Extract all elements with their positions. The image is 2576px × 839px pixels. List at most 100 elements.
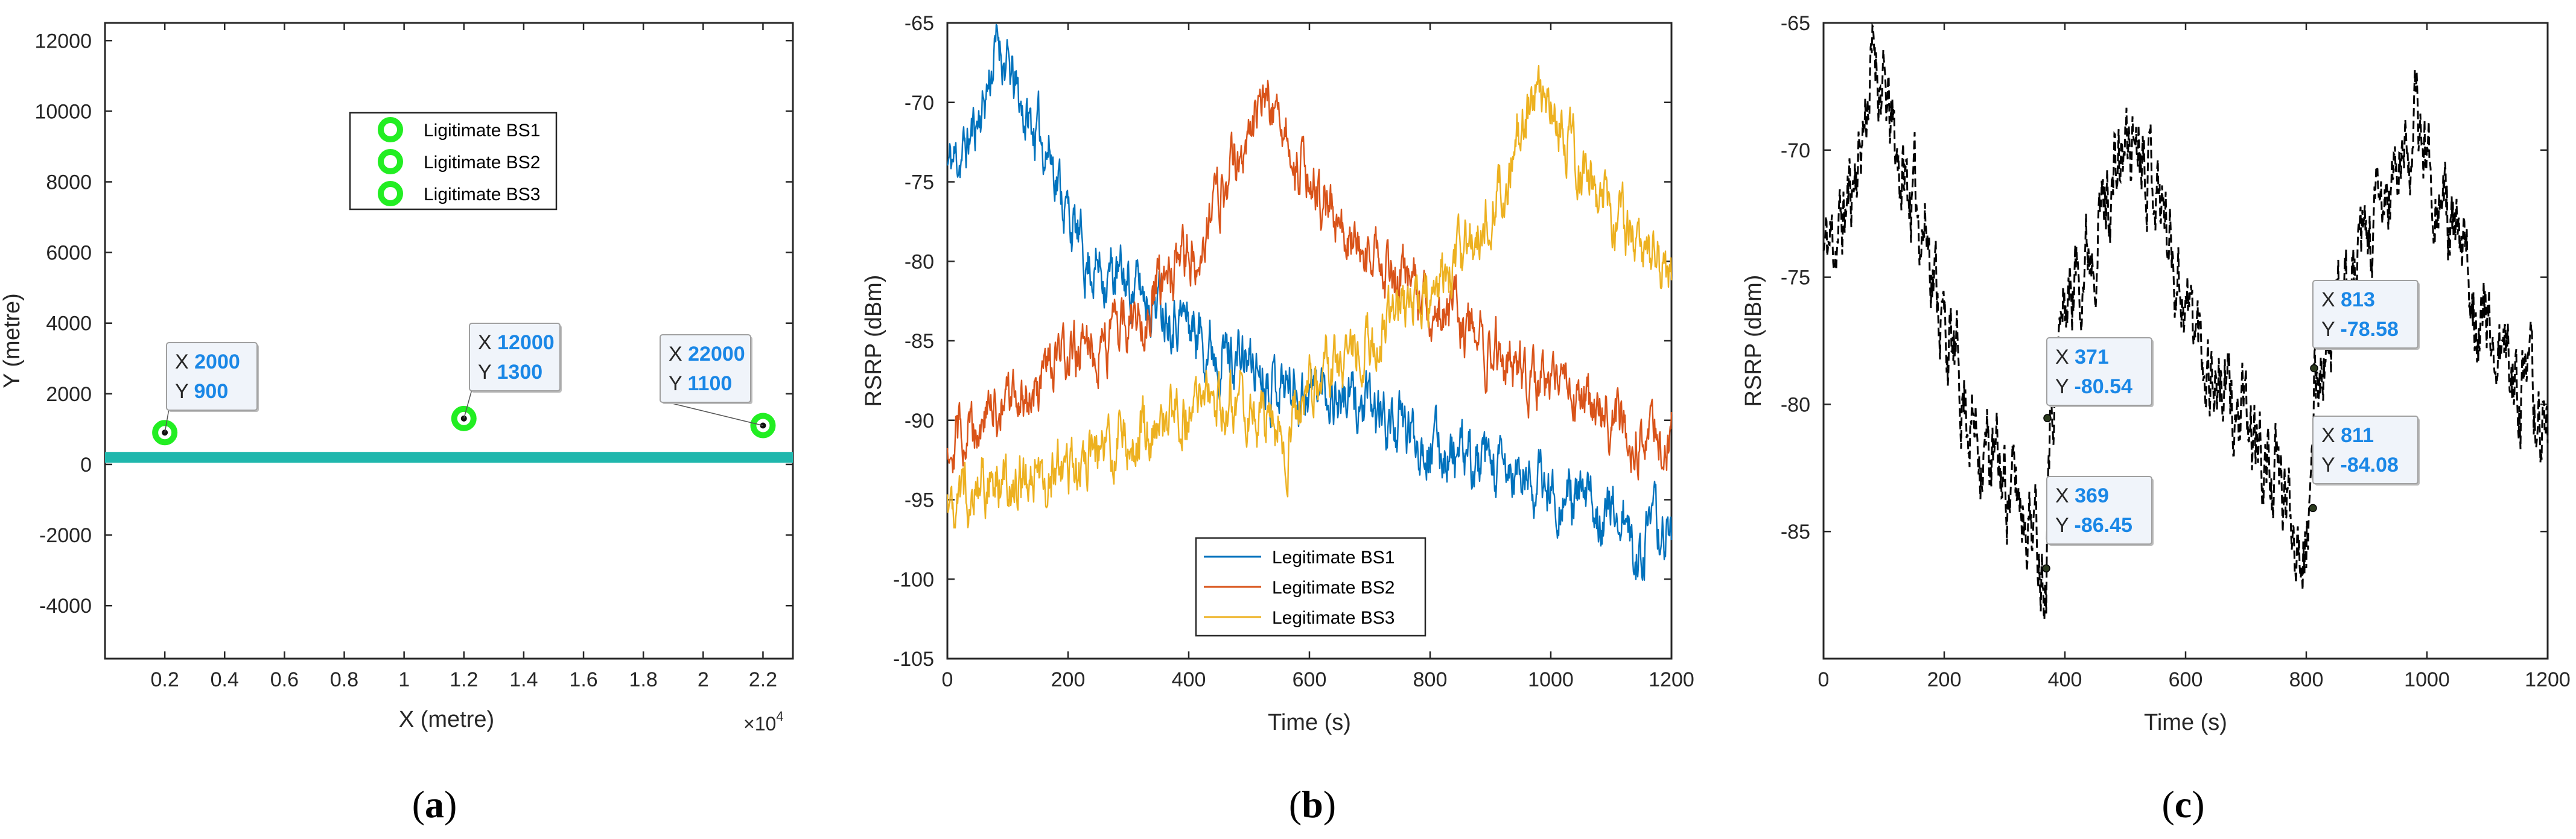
legend-marker-bs1 [378,117,403,142]
panel-c-y-tick-label: -85 [1781,521,1810,543]
datatip-point[interactable] [2309,504,2317,513]
datatip-c-4[interactable]: X 811 Y -84.08 [2312,416,2420,486]
datatip-c-1[interactable]: X 371 Y -80.54 [2046,337,2154,407]
panel-a-legend: Ligitimate BS1 Ligitimate BS2 Ligitimate… [349,112,558,211]
panel-b-y-tick-label: -80 [905,250,934,273]
panel-a-x-tick-label: 2 [698,668,709,691]
panel-a-y-tick-label: 10000 [34,100,92,123]
panel-c-y-tick-label: -80 [1781,393,1810,416]
series-line-bs2 [946,80,1673,481]
panel-a-y-tick-label: 4000 [46,312,92,335]
panel-c-x-tick-label: 800 [2289,668,2324,691]
legend-label-bs1: Legitimate BS1 [1272,548,1395,568]
panel-c-x-tick-label: 600 [2169,668,2203,691]
panel-a-x-tick-label: 0.2 [150,668,179,691]
datatip-y-line: Y 1300 [478,361,542,384]
datatip-box [2312,416,2419,484]
panel-c-x-tick-label: 400 [2048,668,2082,691]
datatip-y-line: Y -84.08 [2321,454,2399,476]
legend-label-bs3: Ligitimate BS3 [424,185,540,204]
datatip-x-line: X 813 [2321,288,2375,311]
panel-c-y-tick-label: -65 [1781,12,1810,35]
panel-b-x-tick-label: 600 [1293,668,1327,691]
panel-b-y-tick-label: -100 [893,568,934,591]
panel-a-x-exponent: ×104 [743,709,784,735]
panel-a-y-tick-label: 0 [80,454,92,476]
panel-b-x-axis-title: Time (s) [1268,710,1351,735]
datatip-y-line: Y 900 [175,380,228,403]
datatip-x-line: X 371 [2055,346,2109,369]
datatip-point[interactable] [2042,564,2050,573]
datatip-point[interactable] [2310,364,2318,373]
panel-a-x-tick-label: 1 [398,668,410,691]
datatip-leader [164,408,170,433]
legend-marker-bs2 [378,149,403,174]
datatip-x-line: X 12000 [478,331,555,354]
panel-c-y-tick-label: -70 [1781,139,1810,162]
datatip-y-line: Y -78.58 [2321,318,2399,341]
base-station-marker-3[interactable] [750,413,776,438]
caption-b: (b) [1289,783,1336,826]
datatip-c-3[interactable]: X 813 Y -78.58 [2312,280,2420,350]
legend-label-bs2: Ligitimate BS2 [424,153,540,173]
legend-label-bs1: Ligitimate BS1 [424,121,540,141]
base-station-marker-1[interactable] [152,420,178,446]
panel-a-y-tick-label: 6000 [46,242,92,265]
panel-a-x-axis-title: X (metre) [399,707,494,732]
panel-b-x-tick-label: 200 [1051,668,1086,691]
datatip-point[interactable] [2043,414,2052,422]
panel-a-x-tick-label: 1.2 [450,668,478,691]
panel-b-x-tick-label: 1200 [1649,668,1694,691]
panel-b-y-tick-label: -105 [893,648,934,671]
panel-a-x-tick-label: 1.8 [629,668,658,691]
datatip-box [660,334,751,403]
panel-a-y-tick-label: 2000 [46,383,92,406]
datatip-box [2046,337,2152,406]
panel-b-y-tick-label: -95 [905,489,934,512]
datatip-leader [463,389,472,419]
datatip-y-line: Y 1100 [669,372,732,395]
datatip-bs3[interactable]: X 22000 Y 1100 [660,334,752,404]
series-line-bs3 [946,65,1673,529]
series-line-bs1 [946,24,1673,581]
panel-b-x-tick-label: 400 [1172,668,1206,691]
panel-b-x-tick-label: 0 [942,668,953,691]
panel-a-x-tick-label: 1.6 [569,668,597,691]
panel-c-y-axis-title: RSRP (dBm) [1741,275,1766,407]
panel-a-legend-box [349,112,558,211]
panel-b-x-tick-label: 800 [1413,668,1448,691]
panel-b-y-tick-label: -75 [905,171,934,194]
series-line-max-rsrp [1822,22,2549,620]
panel-b-legend: Legitimate BS1 Legitimate BS2 Legitimate… [1195,537,1426,637]
datatip-leader [662,401,763,426]
panel-a-x-tick-label: 0.8 [330,668,358,691]
panel-a-x-tick-label: 2.2 [749,668,777,691]
panel-c-x-tick-label: 1200 [2525,668,2571,691]
datatip-box [166,342,258,411]
datatip-box [2046,476,2152,545]
datatip-bs2[interactable]: X 12000 Y 1300 [469,323,562,393]
panel-b-chart: 0 200 400 600 800 1000 1200 -105 -100 -95 -90 -85 -… [861,12,1694,826]
panel-b-y-axis-title: RSRP (dBm) [861,275,886,407]
base-station-marker-2[interactable] [451,405,477,431]
datatip-c-2[interactable]: X 369 Y -86.45 [2046,476,2154,546]
datatip-bs1[interactable]: X 2000 Y 900 [166,342,259,412]
panel-b-y-tick-label: -65 [905,12,934,35]
legend-label-bs2: Legitimate BS2 [1272,578,1395,598]
legend-label-bs3: Legitimate BS3 [1272,608,1395,628]
panel-b-x-tick-label: 1000 [1528,668,1574,691]
panel-a-y-axis-title: Y (metre) [0,293,25,388]
panel-b-y-tick-label: -70 [905,92,934,115]
datatip-x-line: X 369 [2055,484,2109,507]
caption-c: (c) [2161,783,2204,826]
datatip-x-line: X 811 [2321,424,2374,447]
caption-a: (a) [412,783,457,826]
legend-marker-bs3 [378,181,403,206]
panel-a-x-tick-label: 1.4 [509,668,538,691]
datatip-box [469,323,561,391]
panel-b-y-tick-label: -90 [905,410,934,432]
panel-a-x-tick-label: 0.4 [211,668,239,691]
panel-a-y-tick-label: -2000 [39,524,92,547]
datatip-x-line: X 2000 [175,350,240,373]
